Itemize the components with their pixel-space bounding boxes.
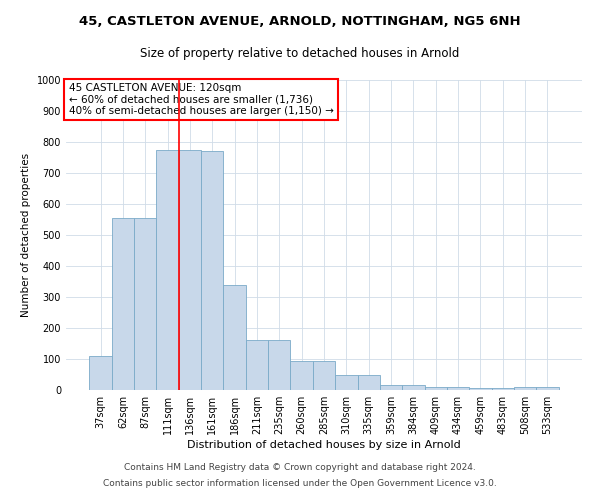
Text: Contains HM Land Registry data © Crown copyright and database right 2024.: Contains HM Land Registry data © Crown c…	[124, 464, 476, 472]
Bar	[201, 152, 223, 390]
Bar	[313, 360, 335, 390]
Text: 45, CASTLETON AVENUE, ARNOLD, NOTTINGHAM, NG5 6NH: 45, CASTLETON AVENUE, ARNOLD, NOTTINGHAM…	[79, 15, 521, 28]
Bar	[268, 340, 290, 390]
X-axis label: Distribution of detached houses by size in Arnold: Distribution of detached houses by size …	[187, 440, 461, 450]
Bar	[536, 387, 559, 390]
Bar	[380, 386, 402, 390]
Bar	[402, 386, 425, 390]
Bar	[447, 387, 469, 390]
Text: Size of property relative to detached houses in Arnold: Size of property relative to detached ho…	[140, 48, 460, 60]
Bar	[358, 374, 380, 390]
Bar	[246, 340, 268, 390]
Bar	[469, 388, 491, 390]
Bar	[89, 356, 112, 390]
Bar	[425, 387, 447, 390]
Bar	[179, 150, 201, 390]
Bar	[223, 284, 246, 390]
Bar	[112, 218, 134, 390]
Bar	[290, 360, 313, 390]
Y-axis label: Number of detached properties: Number of detached properties	[21, 153, 31, 317]
Bar	[491, 388, 514, 390]
Bar	[134, 218, 157, 390]
Bar	[514, 387, 536, 390]
Bar	[335, 374, 358, 390]
Text: Contains public sector information licensed under the Open Government Licence v3: Contains public sector information licen…	[103, 478, 497, 488]
Bar	[157, 150, 179, 390]
Text: 45 CASTLETON AVENUE: 120sqm
← 60% of detached houses are smaller (1,736)
40% of : 45 CASTLETON AVENUE: 120sqm ← 60% of det…	[68, 83, 334, 116]
